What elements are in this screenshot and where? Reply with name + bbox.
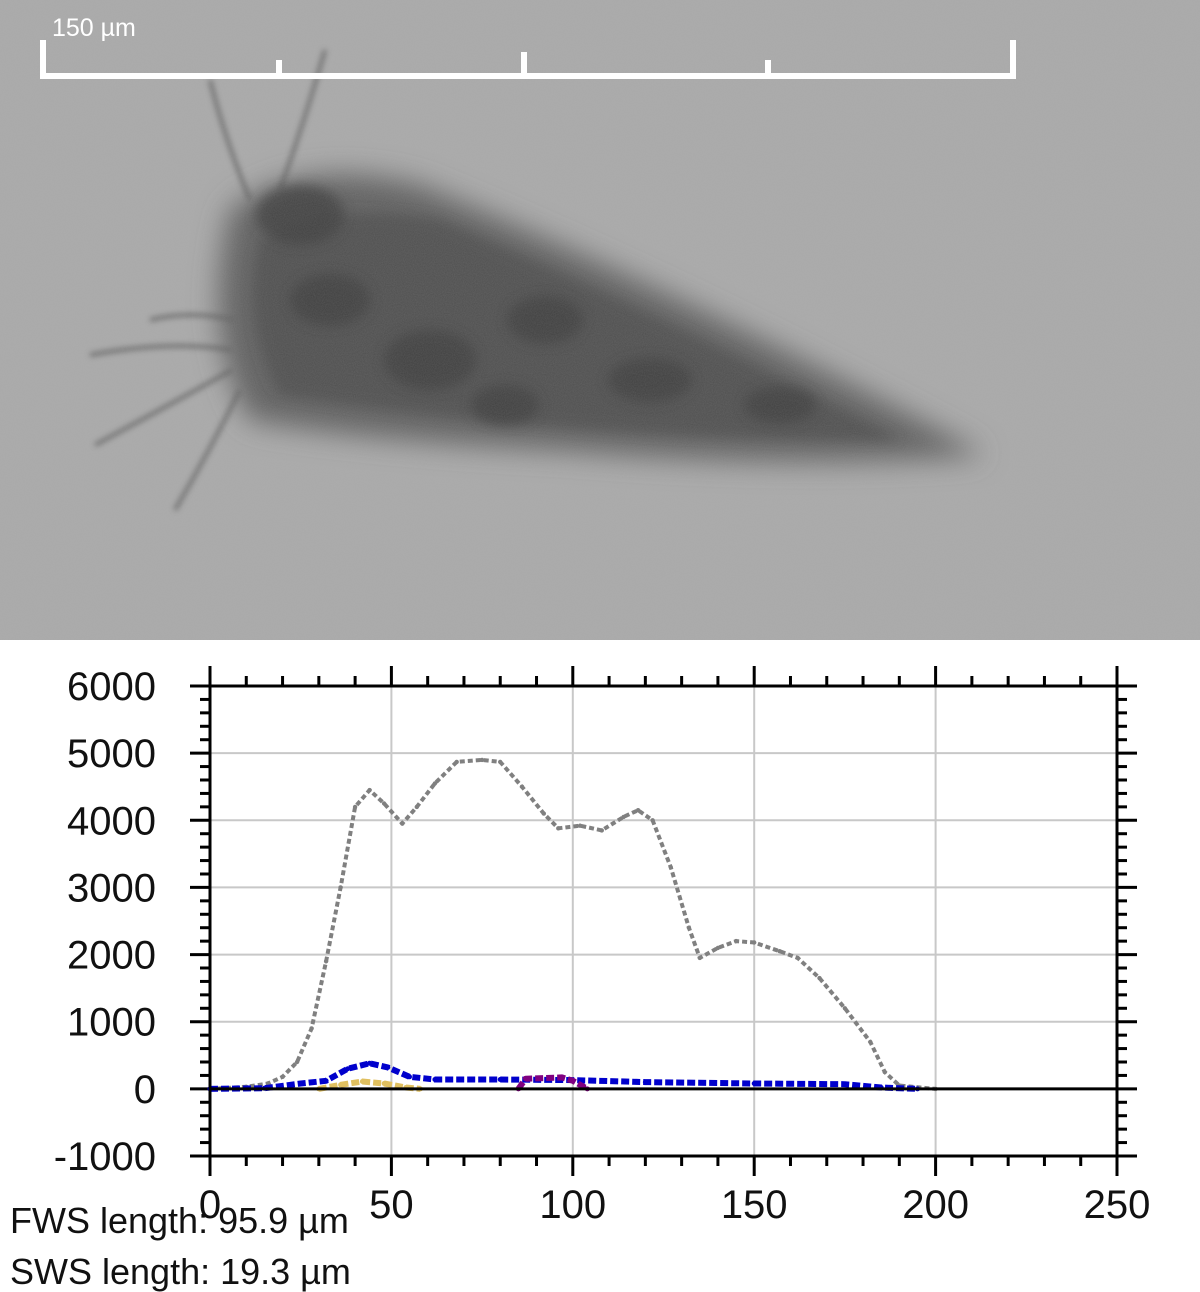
series-1-point [777, 949, 782, 954]
series-3-point [523, 1076, 529, 1082]
series-1-point [817, 975, 822, 981]
series-2-point [642, 1079, 648, 1085]
image-grain [0, 0, 1200, 640]
x-tick-label: 0 [199, 1183, 221, 1227]
series-2-point [751, 1081, 757, 1086]
series-1-point [650, 818, 655, 823]
series-1-point [842, 1006, 848, 1011]
series-1-point [414, 804, 419, 810]
x-tick-labels: 0 50 100 150 200 250 [199, 1183, 1151, 1227]
profile-chart: 0 50 100 150 200 250 6000 5000 4000 3000 2000 1000… [0, 640, 1200, 1288]
series-4-point [338, 1082, 344, 1088]
series-1-point [432, 781, 438, 786]
y-tick-label: 2000 [67, 934, 156, 978]
series-1-point [454, 759, 459, 765]
sws-length-text: SWS length: 19.3 µm [10, 1251, 351, 1292]
series-1-point [294, 1059, 300, 1065]
series-1-point [323, 959, 329, 964]
series-4-point [359, 1079, 365, 1084]
chart-background [0, 640, 1200, 1288]
series-1-point [309, 1026, 314, 1031]
series-1-point [668, 865, 673, 870]
scale-bar-label: 150 µm [52, 14, 136, 42]
series-3-point [559, 1074, 565, 1080]
x-tick-label: 200 [902, 1183, 969, 1227]
series-4-point [381, 1081, 387, 1086]
series-2-point [497, 1077, 503, 1082]
series-1-point [577, 823, 583, 828]
series-1-point [280, 1074, 285, 1079]
series-1-point [697, 955, 702, 961]
series-2-point [323, 1078, 329, 1084]
y-tick-label: 6000 [67, 665, 156, 709]
series-1-point [599, 828, 604, 833]
series-1-point [733, 938, 739, 944]
y-tick-label: 3000 [67, 866, 156, 910]
y-tick-label: 1000 [67, 1001, 156, 1045]
series-line-2 [209, 1060, 918, 1092]
series-1-point [479, 757, 485, 763]
series-1-point [882, 1069, 887, 1075]
series-2-point [407, 1074, 412, 1080]
scale-bar [40, 40, 1016, 79]
series-1-point [400, 821, 405, 826]
series-2-point [298, 1081, 304, 1086]
micrograph-image: 150 µm [0, 0, 1200, 640]
series-1-point [635, 808, 641, 813]
series-1-point [541, 811, 546, 816]
series-2-point [385, 1064, 391, 1070]
series-2-point [345, 1066, 351, 1072]
series-1-point [621, 814, 626, 820]
series-2-point [367, 1060, 373, 1066]
series-1-point [352, 804, 358, 810]
x-tick-label: 150 [721, 1183, 788, 1227]
chart-grid [210, 686, 1117, 1156]
series-1-point [795, 955, 800, 961]
y-tick-labels: 6000 5000 4000 3000 2000 1000 0 -1000 [54, 665, 156, 1179]
y-tick-label: 4000 [67, 799, 156, 843]
series-3-point [570, 1078, 576, 1084]
y-tick-label: 5000 [67, 732, 156, 776]
series-1-point [868, 1039, 873, 1045]
chart-ticks [190, 666, 1137, 1176]
x-tick-label: 100 [539, 1183, 606, 1227]
fws-length-text: FWS length: 95.9 µm [10, 1200, 349, 1241]
series-1-point [381, 801, 387, 806]
x-tick-label: 250 [1084, 1183, 1151, 1227]
series-2-point [842, 1081, 848, 1087]
series-1-point [519, 784, 525, 789]
x-tick-label: 50 [369, 1183, 414, 1227]
plot-frame [208, 684, 1119, 1158]
y-tick-label: 0 [134, 1068, 156, 1112]
y-tick-label: -1000 [54, 1135, 156, 1179]
series-1-point [752, 940, 757, 945]
series-1-point [556, 826, 561, 831]
series-1-point [367, 787, 372, 793]
series-1-point [498, 759, 503, 765]
series-1-point [715, 945, 721, 951]
series-2-point [432, 1077, 438, 1082]
series-1-point [338, 885, 343, 890]
series-1-point [686, 925, 692, 930]
